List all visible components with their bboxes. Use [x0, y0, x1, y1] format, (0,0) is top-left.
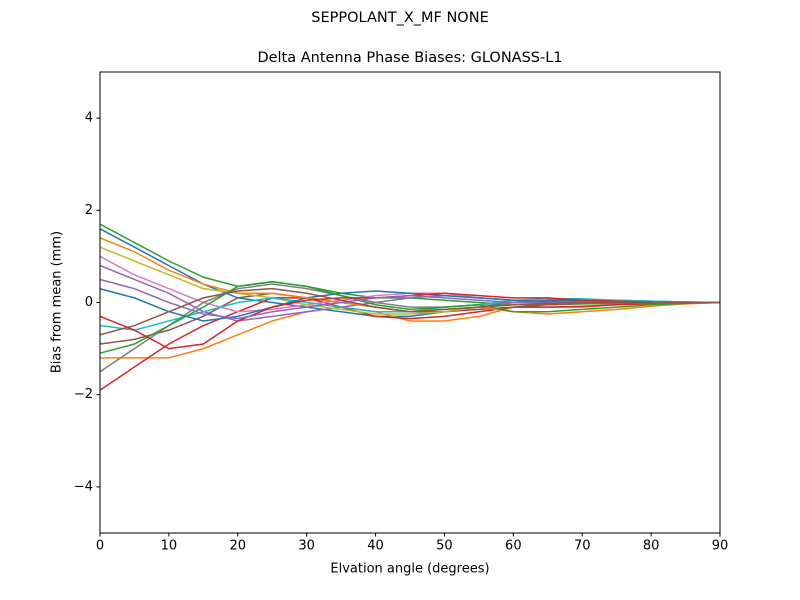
- x-tick-label: 90: [712, 539, 729, 554]
- y-axis-label: Bias from mean (mm): [50, 231, 65, 373]
- series-line: [100, 297, 720, 391]
- x-tick-label: 0: [96, 539, 104, 554]
- x-tick-label: 30: [298, 539, 315, 554]
- x-tick-label: 60: [505, 539, 522, 554]
- series-line: [100, 280, 720, 354]
- suptitle: SEPPOLANT_X_MF NONE: [311, 10, 488, 26]
- y-tick-label: 4: [85, 111, 93, 126]
- x-tick-label: 20: [230, 539, 247, 554]
- chart-title: Delta Antenna Phase Biases: GLONASS-L1: [257, 50, 562, 66]
- series-line: [100, 287, 720, 336]
- x-tick-label: 80: [643, 539, 660, 554]
- y-tick-label: 2: [85, 203, 93, 218]
- y-tick-label: −4: [74, 479, 93, 494]
- x-axis-label: Elvation angle (degrees): [330, 562, 489, 577]
- y-tick-label: −2: [74, 387, 93, 402]
- plot-area: [100, 223, 720, 391]
- x-tick-label: 40: [367, 539, 384, 554]
- x-tick-label: 10: [161, 539, 178, 554]
- x-tick-label: 50: [436, 539, 453, 554]
- y-tick-label: 0: [85, 295, 93, 310]
- x-tick-label: 70: [574, 539, 591, 554]
